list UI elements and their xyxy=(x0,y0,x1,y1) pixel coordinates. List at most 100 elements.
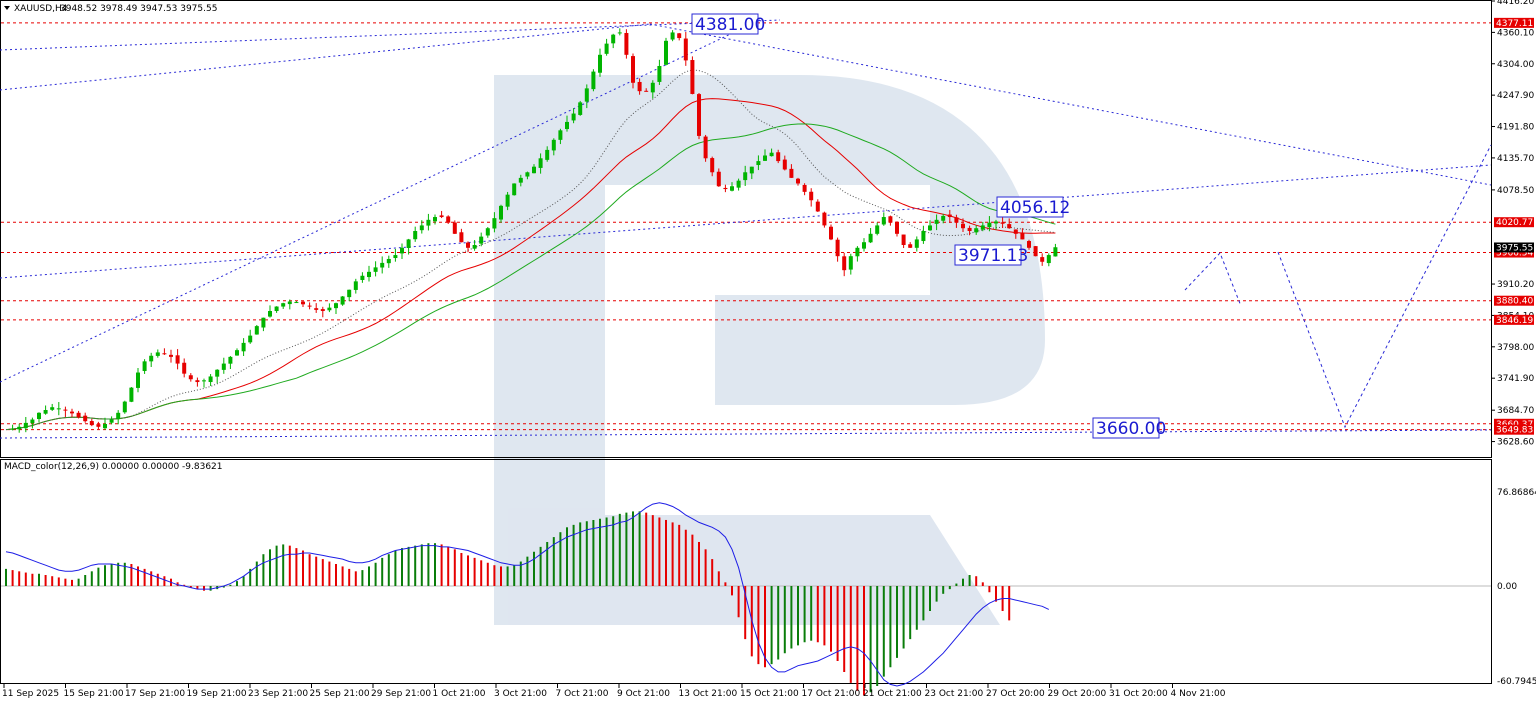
moving-averages xyxy=(5,69,1056,431)
time-tick-label: 3 Oct 21:00 xyxy=(494,689,547,699)
candle-body xyxy=(393,255,398,259)
price-tick-label: 4135.70 xyxy=(1497,154,1534,164)
candle-body xyxy=(631,56,635,83)
time-tick-label: 23 Sep 21:00 xyxy=(248,689,308,699)
level-price-box xyxy=(1494,424,1534,435)
candle-body xyxy=(848,256,853,270)
price-tick-label: 4247.90 xyxy=(1497,91,1534,101)
candle-body xyxy=(888,216,893,223)
trend-line xyxy=(0,23,651,91)
level-price-label: 3649.83 xyxy=(1496,426,1533,436)
candle-body xyxy=(644,90,649,92)
candle-body xyxy=(195,380,200,383)
candle-body xyxy=(307,305,312,307)
candle-body xyxy=(334,303,338,309)
level-price-label: 3880.40 xyxy=(1496,297,1533,307)
candle-body xyxy=(426,219,431,226)
candle-body xyxy=(815,201,820,212)
trend-line xyxy=(0,429,1492,439)
time-tick-label: 9 Oct 21:00 xyxy=(617,689,670,699)
candle-body xyxy=(743,172,748,181)
candle-body xyxy=(56,408,61,410)
time-tick-label: 21 Oct 21:00 xyxy=(863,689,922,699)
candle-body xyxy=(1027,241,1031,248)
candle-body xyxy=(228,356,233,364)
ohlc-values: 3948.52 3978.49 3947.53 3975.55 xyxy=(60,4,217,14)
macd-histogram xyxy=(1,502,1491,696)
price-annotation: 4056.12 xyxy=(996,196,1070,218)
price-annotations: 4381.00 4056.12 3971.13 3660.00 xyxy=(691,13,1166,439)
candle-body xyxy=(987,222,992,228)
price-tick-label: 3741.90 xyxy=(1497,374,1534,384)
time-tick-label: 29 Sep 21:00 xyxy=(371,689,431,699)
candle-body xyxy=(109,419,114,423)
dropdown-triangle-icon xyxy=(4,6,10,10)
candle-body xyxy=(400,247,404,254)
candle-body xyxy=(380,262,385,268)
candle-body xyxy=(954,217,959,223)
candle-body xyxy=(835,239,840,257)
candle-body xyxy=(855,247,860,257)
candle-body xyxy=(162,353,167,355)
candle-body xyxy=(624,32,629,55)
candle-body xyxy=(518,177,523,183)
time-tick-label: 31 Oct 20:00 xyxy=(1109,689,1168,699)
candle-body xyxy=(901,234,906,245)
candle-body xyxy=(908,244,913,248)
candle-body xyxy=(76,412,81,418)
candle-body xyxy=(353,281,358,290)
candle-body xyxy=(360,275,365,280)
level-price-label: 4020.77 xyxy=(1496,218,1533,228)
trend-line xyxy=(0,164,1492,279)
forecast-line xyxy=(1184,144,1492,429)
candle-body xyxy=(842,256,847,271)
candle-body xyxy=(1020,232,1025,240)
candle-body xyxy=(565,121,569,130)
price-tick-label: 4416.20 xyxy=(1497,0,1534,7)
candle-body xyxy=(862,242,866,249)
candle-body xyxy=(63,409,68,411)
price-tick-label: 4304.00 xyxy=(1497,60,1534,70)
annotation-text: 4056.12 xyxy=(1000,198,1070,218)
candle-body xyxy=(578,102,583,115)
candle-body xyxy=(822,212,827,226)
time-tick-label: 25 Sep 21:00 xyxy=(310,689,370,699)
candle-body xyxy=(947,214,952,218)
time-tick-label: 1 Oct 21:00 xyxy=(433,689,486,699)
candle-body xyxy=(169,354,173,357)
macd-pane-frame xyxy=(0,459,1492,684)
candle-body xyxy=(294,302,299,304)
price-annotation: 4381.00 xyxy=(691,13,765,35)
candle-body xyxy=(769,152,774,157)
candle-body xyxy=(103,423,107,429)
time-tick-label: 4 Nov 21:00 xyxy=(1171,689,1226,699)
candle-body xyxy=(921,231,926,242)
level-price-box xyxy=(1494,295,1534,306)
candle-body xyxy=(670,32,675,40)
candle-body xyxy=(928,225,932,231)
time-tick-label: 19 Sep 21:00 xyxy=(187,689,247,699)
candle-body xyxy=(287,301,292,305)
candle-body xyxy=(136,372,140,388)
candle-body xyxy=(472,244,477,249)
candle-body xyxy=(301,301,305,305)
candle-body xyxy=(802,184,807,192)
candle-body xyxy=(716,171,721,187)
candle-body xyxy=(789,168,794,178)
candle-body xyxy=(730,186,734,191)
candle-body xyxy=(657,65,662,82)
candle-body xyxy=(551,139,556,151)
candle-body xyxy=(96,424,101,427)
candle-body xyxy=(241,342,246,352)
time-tick-label: 13 Oct 21:00 xyxy=(679,689,738,699)
candle-body xyxy=(479,236,484,244)
candle-body xyxy=(142,361,147,372)
candle-body xyxy=(419,225,424,231)
candle-body xyxy=(320,309,325,312)
current-price-box xyxy=(1494,242,1534,253)
candle-body xyxy=(281,303,286,307)
candle-body xyxy=(683,38,688,61)
candle-body xyxy=(941,215,946,221)
